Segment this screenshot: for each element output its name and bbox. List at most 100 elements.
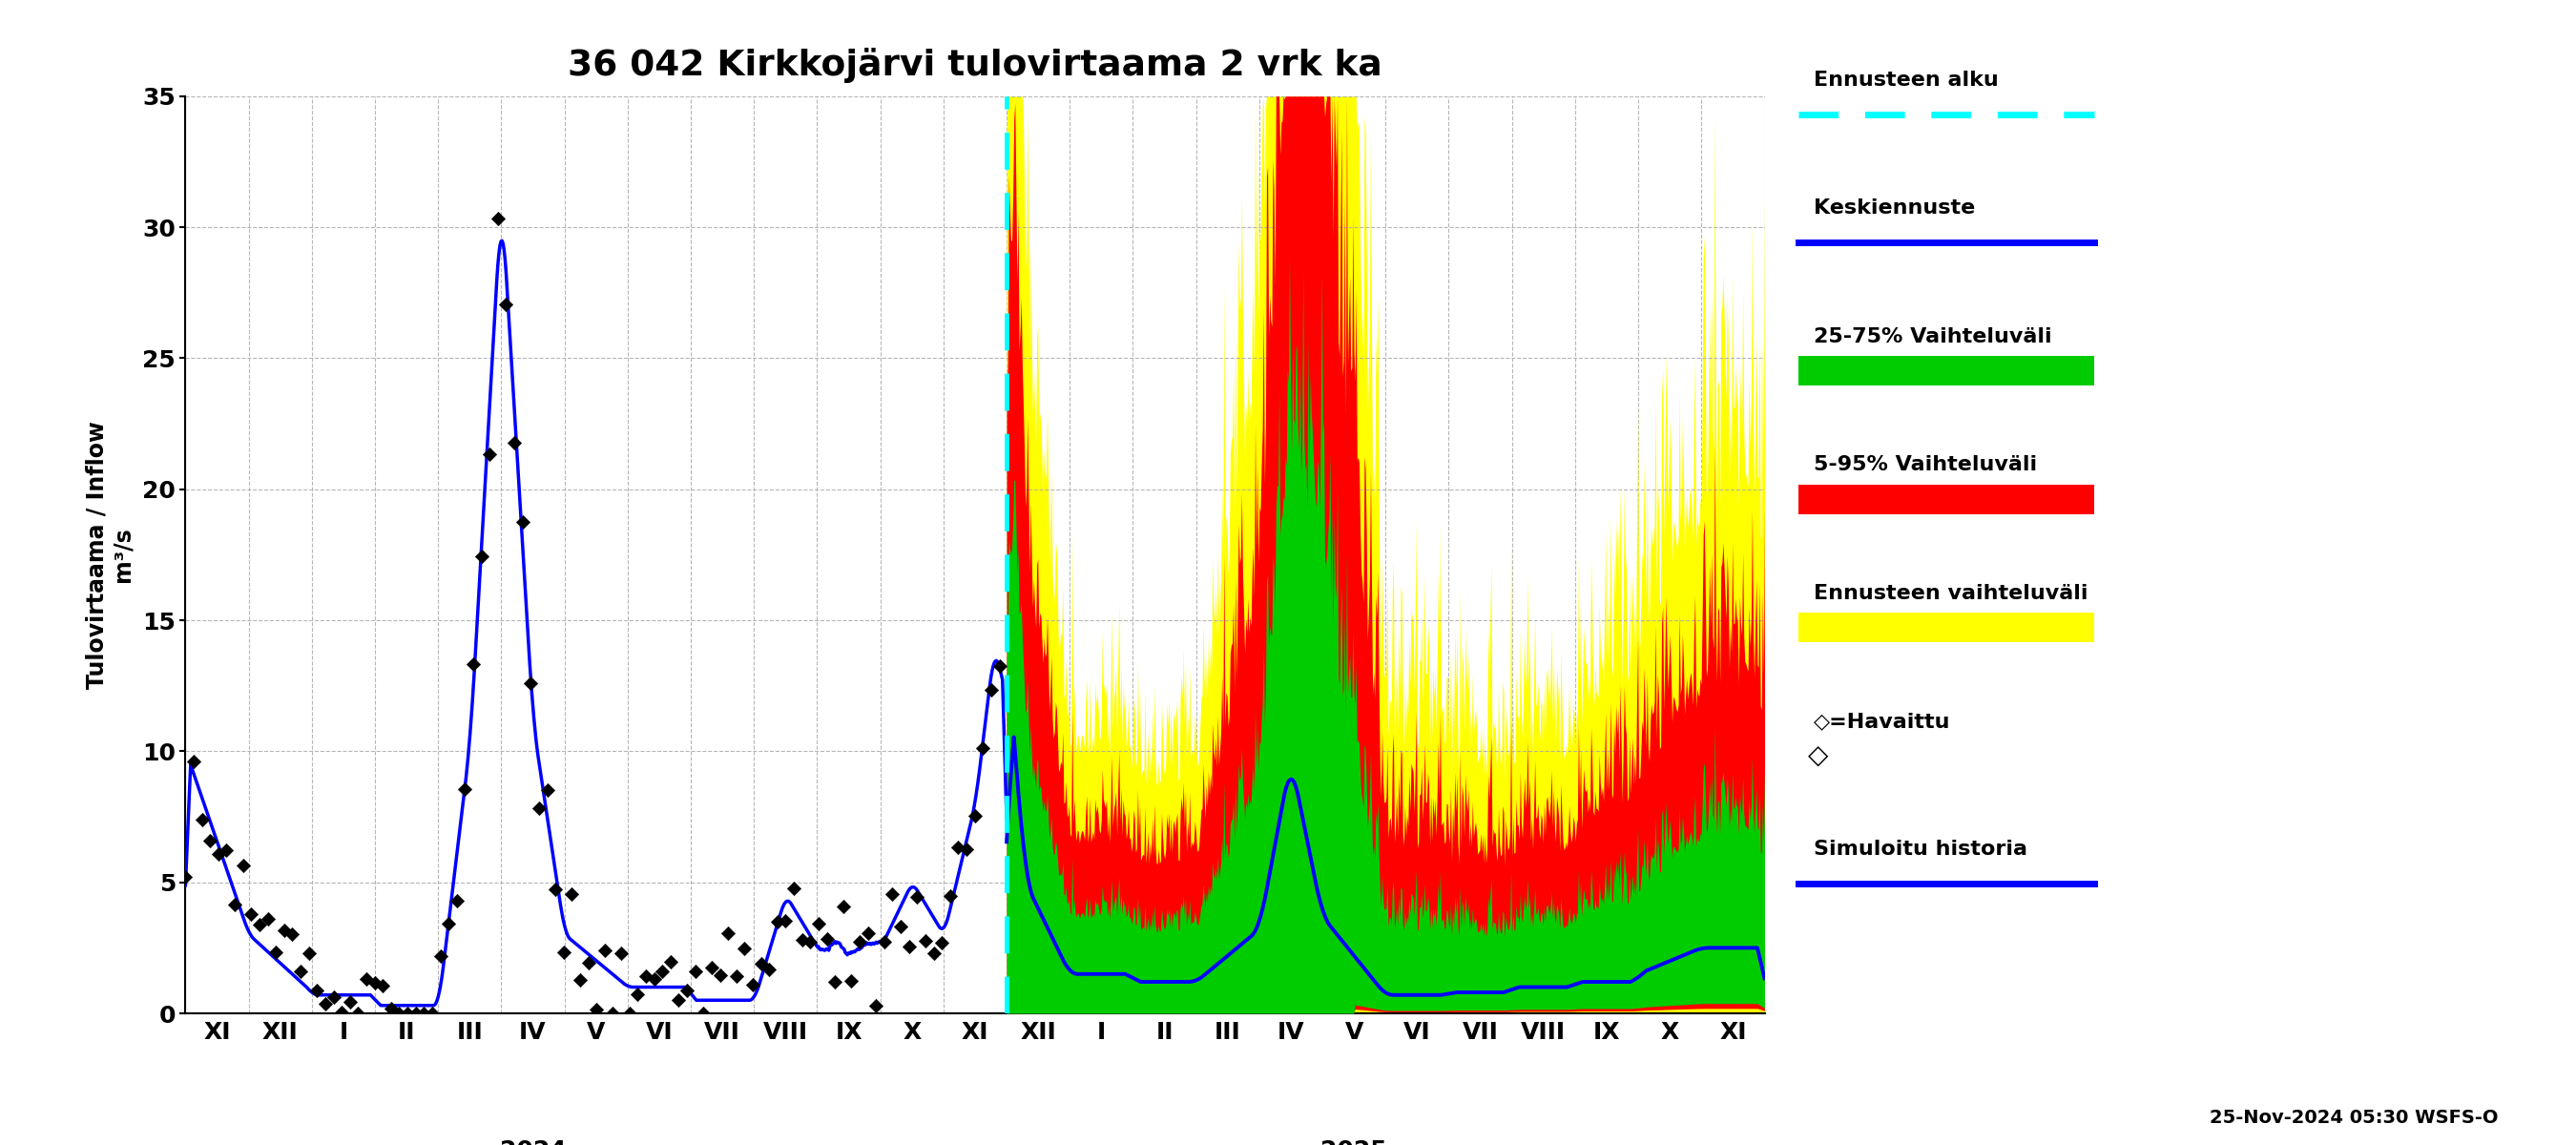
Text: 2025: 2025	[1321, 1139, 1388, 1145]
Point	[412, 1004, 453, 1022]
Point	[435, 892, 477, 910]
Point	[953, 806, 994, 824]
Point	[922, 934, 963, 953]
Point	[979, 656, 1020, 674]
Point	[477, 210, 518, 228]
Point	[247, 909, 289, 927]
Text: 25-75% Vaihteluväli: 25-75% Vaihteluväli	[1814, 327, 2050, 346]
Point	[896, 887, 938, 906]
Point	[881, 917, 922, 935]
Point	[750, 960, 791, 978]
Point	[608, 1004, 649, 1022]
Point	[592, 1004, 634, 1022]
Point	[281, 962, 322, 980]
Text: ◇: ◇	[1808, 742, 1829, 769]
Point	[600, 945, 641, 963]
Point	[889, 938, 930, 956]
Point	[173, 752, 214, 771]
Point	[263, 922, 304, 940]
Point	[840, 932, 881, 950]
Point	[289, 943, 330, 962]
Point	[420, 947, 461, 965]
Point	[518, 799, 559, 818]
Point	[198, 845, 240, 863]
Point	[526, 781, 567, 799]
Point	[428, 915, 469, 933]
Point	[312, 988, 353, 1006]
Point	[667, 981, 708, 1000]
Point	[739, 954, 781, 972]
Point	[641, 962, 683, 980]
Text: Keskiennuste: Keskiennuste	[1814, 199, 1976, 218]
Point	[822, 898, 863, 916]
Point	[904, 931, 945, 949]
Point	[536, 881, 577, 899]
Text: 2024: 2024	[500, 1139, 567, 1145]
Point	[971, 681, 1012, 700]
Point	[461, 547, 502, 566]
Point	[559, 971, 600, 989]
Point	[165, 868, 206, 886]
Point	[690, 958, 732, 977]
Point	[270, 925, 312, 943]
Point	[371, 1000, 412, 1018]
Point	[337, 1004, 379, 1022]
Point	[832, 972, 873, 990]
Point	[345, 970, 386, 988]
Point	[765, 911, 806, 930]
Point	[222, 856, 263, 875]
Text: 25-Nov-2024 05:30 WSFS-O: 25-Nov-2024 05:30 WSFS-O	[2210, 1108, 2499, 1127]
Point	[446, 780, 487, 798]
Point	[304, 995, 345, 1013]
Point	[495, 434, 536, 452]
Point	[930, 887, 971, 906]
Point	[510, 674, 551, 693]
Point	[618, 985, 659, 1003]
Point	[296, 981, 337, 1000]
Point	[232, 906, 273, 924]
Point	[469, 445, 510, 464]
Text: Ennusteen vaihteluväli: Ennusteen vaihteluväli	[1814, 584, 2087, 602]
Point	[848, 924, 889, 942]
Point	[567, 954, 608, 972]
Point	[191, 831, 232, 850]
Point	[180, 811, 222, 829]
Point	[814, 972, 855, 990]
Point	[544, 942, 585, 961]
Point	[657, 990, 698, 1009]
Point	[698, 965, 739, 984]
Point	[675, 962, 716, 980]
Point	[206, 842, 247, 860]
Point	[585, 941, 626, 960]
Point	[945, 840, 987, 859]
Point	[791, 933, 832, 951]
Point	[353, 973, 394, 992]
Point	[871, 885, 912, 903]
Title: 36 042 Kirkkojärvi tulovirtaama 2 vrk ka: 36 042 Kirkkojärvi tulovirtaama 2 vrk ka	[567, 47, 1383, 82]
Point	[484, 295, 526, 314]
Point	[255, 943, 296, 962]
Point	[963, 739, 1005, 757]
Point	[757, 913, 799, 931]
Point	[502, 513, 544, 531]
Point	[394, 1004, 435, 1022]
Point	[773, 878, 814, 897]
Point	[799, 915, 840, 933]
Point	[626, 968, 667, 986]
Text: ◇=Havaittu: ◇=Havaittu	[1814, 712, 1950, 731]
Point	[363, 977, 404, 995]
Text: 5-95% Vaihteluväli: 5-95% Vaihteluväli	[1814, 456, 2038, 474]
Point	[708, 924, 750, 942]
Point	[386, 1004, 428, 1022]
Point	[379, 1004, 420, 1022]
Point	[240, 915, 281, 933]
Point	[863, 932, 904, 950]
Point	[855, 996, 896, 1014]
Point	[912, 945, 953, 963]
Text: Tulovirtaama / Inflow
m³/s: Tulovirtaama / Inflow m³/s	[85, 420, 134, 689]
Text: Ennusteen alku: Ennusteen alku	[1814, 71, 1999, 89]
Point	[322, 1003, 363, 1021]
Point	[453, 655, 495, 673]
Point	[806, 930, 848, 948]
Point	[724, 940, 765, 958]
